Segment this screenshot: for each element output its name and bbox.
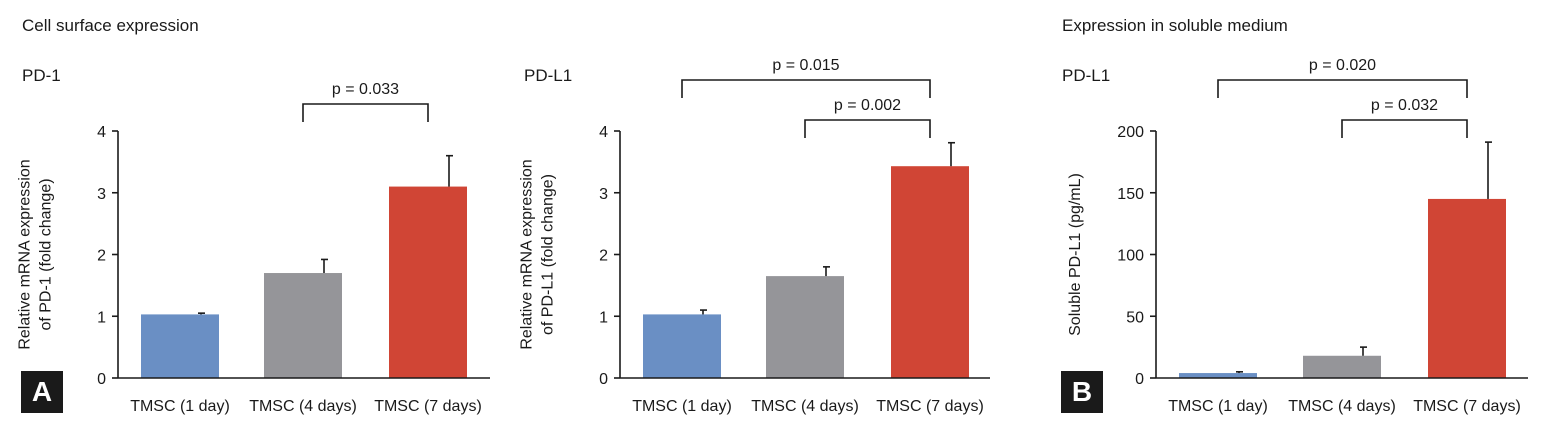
- significance-bracket: [302, 103, 429, 122]
- x-tick-label: TMSC (4 days): [249, 398, 357, 415]
- panel-2-title: PD-L1: [524, 66, 573, 85]
- y-tick-label: 0: [97, 371, 106, 388]
- x-tick-label: TMSC (4 days): [1288, 398, 1396, 415]
- x-tick-label: TMSC (1 day): [632, 398, 732, 415]
- significance-label: p = 0.015: [772, 57, 839, 74]
- significance-label: p = 0.032: [1371, 97, 1438, 114]
- panel-3-title: PD-L1: [1062, 66, 1111, 85]
- significance-bracket: [681, 79, 931, 98]
- y-axis-label: of PD-1 (fold change): [38, 178, 55, 330]
- bar-2: [264, 273, 342, 378]
- panel-badge-a: A: [21, 371, 63, 413]
- significance-bracket: [804, 119, 931, 138]
- y-axis-label: Relative mRNA expression: [519, 159, 536, 349]
- bar-2: [766, 276, 844, 378]
- y-tick-label: 2: [97, 248, 106, 265]
- bar-2: [1303, 355, 1381, 378]
- y-tick-label: 2: [599, 248, 608, 265]
- y-axis-label: Relative mRNA expression: [17, 159, 34, 349]
- y-tick-label: 150: [1117, 186, 1144, 203]
- bar-3: [389, 186, 467, 378]
- significance-label: p = 0.020: [1309, 57, 1376, 74]
- panel-1-title: PD-1: [22, 66, 61, 85]
- y-tick-label: 200: [1117, 124, 1144, 141]
- y-tick-label: 4: [599, 124, 608, 141]
- y-tick-label: 1: [599, 309, 608, 326]
- y-tick-label: 4: [97, 124, 106, 141]
- y-tick-label: 0: [1135, 371, 1144, 388]
- section-a-title: Cell surface expression: [22, 16, 199, 35]
- section-b-title: Expression in soluble medium: [1062, 16, 1288, 35]
- bar-3: [1428, 198, 1506, 378]
- bar-1: [141, 314, 219, 378]
- significance-label: p = 0.033: [332, 81, 399, 98]
- x-tick-label: TMSC (7 days): [876, 398, 984, 415]
- significance-bracket: [1217, 79, 1468, 98]
- y-tick-label: 3: [599, 186, 608, 203]
- y-axis-label: Soluble PD-L1 (pg/mL): [1067, 173, 1084, 336]
- x-tick-label: TMSC (1 day): [130, 398, 230, 415]
- x-tick-label: TMSC (7 days): [374, 398, 482, 415]
- bar-3: [891, 166, 969, 378]
- y-tick-label: 0: [599, 371, 608, 388]
- y-tick-label: 100: [1117, 248, 1144, 265]
- y-tick-label: 3: [97, 186, 106, 203]
- significance-bracket: [1341, 119, 1468, 138]
- x-tick-label: TMSC (7 days): [1413, 398, 1521, 415]
- x-tick-label: TMSC (1 day): [1168, 398, 1268, 415]
- bar-1: [1179, 373, 1257, 378]
- significance-label: p = 0.002: [834, 97, 901, 114]
- x-tick-label: TMSC (4 days): [751, 398, 859, 415]
- y-tick-label: 50: [1126, 309, 1144, 326]
- y-tick-label: 1: [97, 309, 106, 326]
- y-axis-label: of PD-L1 (fold change): [540, 174, 557, 335]
- panel-badge-b: B: [1061, 371, 1103, 413]
- bar-1: [643, 314, 721, 378]
